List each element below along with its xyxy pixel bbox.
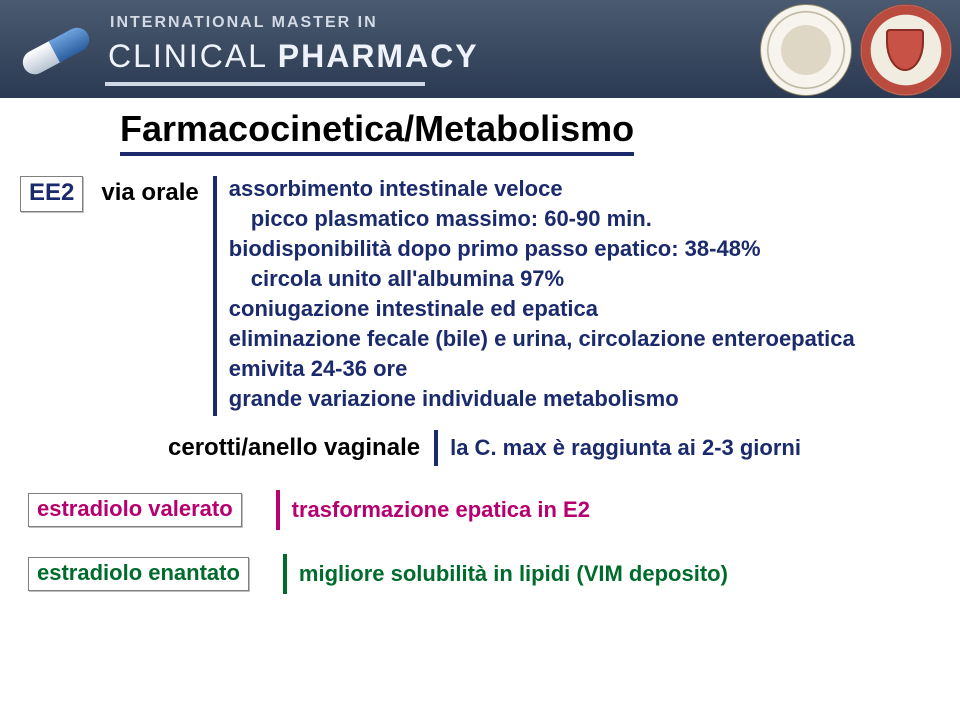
enantato-tag: estradiolo enantato	[28, 557, 249, 591]
header-pretitle: INTERNATIONAL MASTER IN	[110, 14, 378, 32]
header-underline	[105, 82, 425, 86]
ee2-line-3: biodisponibilità dopo primo passo epatic…	[229, 236, 855, 262]
enantato-box: migliore solubilità in lipidi (VIM depos…	[283, 554, 728, 594]
cerotti-box: la C. max è raggiunta ai 2-3 giorni	[434, 430, 801, 466]
slide-title: Farmacocinetica/Metabolismo	[120, 108, 634, 156]
header-title-part2: PHARMACY	[278, 38, 479, 74]
via-orale-label: via orale	[101, 176, 198, 207]
ee2-line-6: eliminazione fecale (bile) e urina, circ…	[229, 326, 855, 352]
ee2-line-7: emivita 24-36 ore	[229, 356, 855, 382]
ee2-line-4: circola unito all'albumina 97%	[251, 266, 855, 292]
valerato-box: trasformazione epatica in E2	[276, 490, 590, 530]
valerato-row: estradiolo valerato trasformazione epati…	[20, 490, 940, 530]
header-title: CLINICAL PHARMACY	[108, 38, 479, 75]
seal-university-2	[860, 4, 952, 96]
valerato-tag: estradiolo valerato	[28, 493, 242, 527]
ee2-line-2: picco plasmatico massimo: 60-90 min.	[251, 206, 855, 232]
ee2-line-8: grande variazione individuale metabolism…	[229, 386, 855, 412]
header-title-part1: CLINICAL	[108, 38, 278, 74]
enantato-row: estradiolo enantato migliore solubilità …	[20, 554, 940, 594]
header-banner: INTERNATIONAL MASTER IN CLINICAL PHARMAC…	[0, 0, 960, 98]
cerotti-text: la C. max è raggiunta ai 2-3 giorni	[450, 435, 801, 461]
enantato-text: migliore solubilità in lipidi (VIM depos…	[299, 561, 728, 587]
cerotti-row: cerotti/anello vaginale la C. max è ragg…	[168, 430, 940, 466]
pill-icon	[13, 14, 98, 88]
ee2-row: EE2 via orale assorbimento intestinale v…	[20, 176, 940, 416]
valerato-text: trasformazione epatica in E2	[292, 497, 590, 523]
seal-university-1	[760, 4, 852, 96]
ee2-tag: EE2	[20, 176, 83, 212]
ee2-line-1: assorbimento intestinale veloce	[229, 176, 855, 202]
ee2-box: assorbimento intestinale veloce picco pl…	[213, 176, 855, 416]
slide-content: Farmacocinetica/Metabolismo EE2 via oral…	[0, 98, 960, 594]
cerotti-label: cerotti/anello vaginale	[168, 430, 420, 462]
ee2-line-5: coniugazione intestinale ed epatica	[229, 296, 855, 322]
